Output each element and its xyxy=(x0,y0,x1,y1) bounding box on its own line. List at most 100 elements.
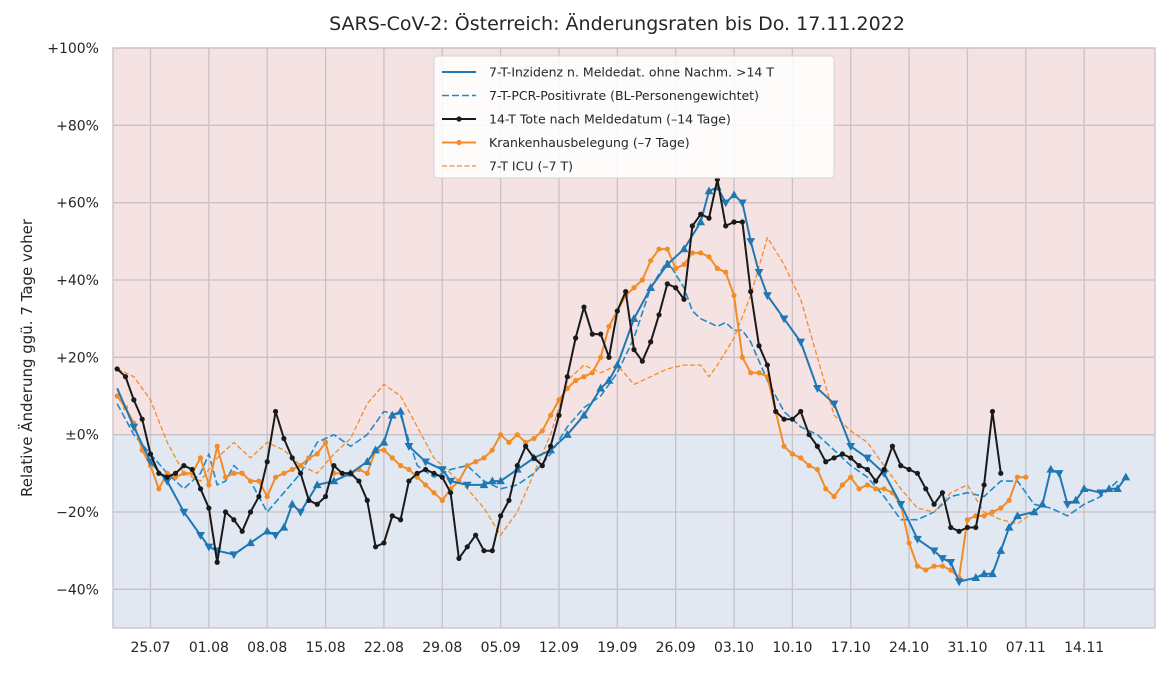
data-point xyxy=(306,497,312,503)
data-point xyxy=(372,544,379,550)
data-point xyxy=(639,358,645,364)
data-point xyxy=(754,269,764,277)
data-point xyxy=(481,548,487,554)
data-point xyxy=(948,524,954,531)
data-point xyxy=(589,331,595,337)
data-point xyxy=(437,466,447,475)
data-point xyxy=(498,432,504,438)
data-point xyxy=(956,528,962,534)
data-point xyxy=(487,476,497,485)
data-point xyxy=(439,474,445,480)
data-point xyxy=(748,370,754,376)
y-tick-label: +60% xyxy=(56,196,99,212)
data-point xyxy=(813,385,822,393)
data-point xyxy=(914,563,921,569)
data-point xyxy=(873,478,879,484)
data-point xyxy=(247,509,254,515)
data-point xyxy=(439,497,445,503)
data-point xyxy=(523,443,529,449)
data-point xyxy=(946,559,956,567)
x-tick-label: 29.08 xyxy=(422,640,462,656)
series-2 xyxy=(114,176,1004,565)
data-point xyxy=(996,546,1006,554)
data-series xyxy=(114,176,1131,587)
data-point xyxy=(562,430,572,438)
data-point xyxy=(131,397,137,403)
data-point xyxy=(629,314,639,322)
data-point xyxy=(446,477,455,486)
data-point xyxy=(906,466,912,473)
data-point xyxy=(172,470,179,476)
data-point xyxy=(598,331,604,337)
data-point xyxy=(1006,497,1012,503)
data-point xyxy=(397,517,404,523)
data-point xyxy=(573,377,579,384)
data-point xyxy=(272,408,279,415)
data-point xyxy=(414,470,420,476)
data-point xyxy=(404,443,414,451)
data-point xyxy=(1054,470,1064,478)
data-point xyxy=(598,354,604,360)
x-tick-label: 24.10 xyxy=(889,640,929,656)
data-point xyxy=(773,408,779,415)
data-point xyxy=(531,455,537,461)
data-point xyxy=(239,470,245,476)
data-point xyxy=(646,283,656,291)
data-point xyxy=(306,455,312,461)
data-point xyxy=(381,540,387,546)
data-point xyxy=(423,482,429,488)
data-point xyxy=(863,454,872,463)
data-point xyxy=(989,408,996,415)
data-point xyxy=(781,416,787,422)
legend-entry: 14-T Tote nach Meldedatum (–14 Tage) xyxy=(489,112,731,127)
data-point xyxy=(1023,474,1029,480)
legend: 7-T-Inzidenz n. Meldedat. ohne Nachm. >1… xyxy=(433,55,835,179)
series-4 xyxy=(116,236,1035,536)
data-point xyxy=(539,428,545,434)
data-point xyxy=(172,474,179,480)
data-point xyxy=(756,370,762,376)
y-tick-label: −20% xyxy=(56,505,99,521)
data-point xyxy=(548,412,554,418)
data-point xyxy=(612,360,622,369)
data-point xyxy=(262,526,272,535)
data-point xyxy=(204,543,214,552)
data-point xyxy=(737,199,747,208)
data-point xyxy=(806,463,812,469)
data-point xyxy=(281,435,287,442)
data-point xyxy=(514,463,520,469)
data-point xyxy=(873,486,879,492)
data-point xyxy=(381,447,387,453)
data-point xyxy=(314,451,320,457)
data-point xyxy=(631,347,637,353)
data-point xyxy=(689,223,695,229)
data-point xyxy=(798,455,804,461)
data-point xyxy=(281,470,287,476)
data-point xyxy=(246,538,255,547)
data-point xyxy=(831,493,837,500)
data-point xyxy=(506,497,512,503)
x-tick-label: 08.08 xyxy=(247,640,287,656)
data-point xyxy=(581,374,587,380)
data-point xyxy=(573,335,579,341)
data-point xyxy=(973,524,979,531)
data-point xyxy=(387,410,397,419)
data-point xyxy=(823,459,829,465)
data-point xyxy=(881,486,887,492)
data-point xyxy=(114,393,120,399)
data-point xyxy=(231,470,237,476)
data-point xyxy=(364,470,370,476)
data-point xyxy=(964,524,971,531)
data-point xyxy=(379,437,389,446)
data-point xyxy=(397,463,404,469)
data-point xyxy=(1014,474,1021,480)
data-point xyxy=(347,470,354,476)
data-point xyxy=(197,486,204,492)
data-point xyxy=(356,478,362,484)
data-point xyxy=(729,190,739,199)
data-point xyxy=(1063,501,1072,509)
chart-title: SARS-CoV-2: Österreich: Änderungsraten b… xyxy=(329,12,905,35)
data-point xyxy=(848,455,854,461)
data-point xyxy=(556,397,562,403)
data-point xyxy=(614,308,620,314)
